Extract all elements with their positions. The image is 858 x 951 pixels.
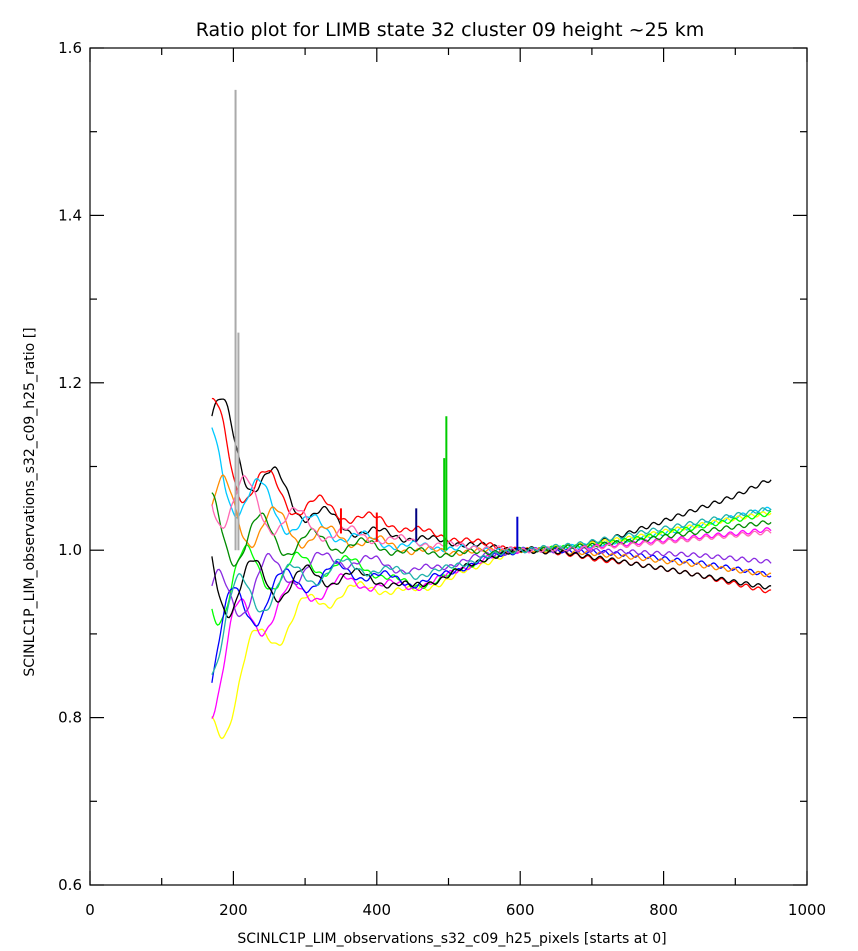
series-line	[211, 507, 772, 675]
y-tick-label: 1.6	[58, 39, 82, 57]
x-tick-label: 800	[649, 901, 678, 919]
y-tick-label: 1.0	[58, 541, 82, 559]
x-tick-label: 1000	[788, 901, 826, 919]
y-tick-label: 0.8	[58, 709, 82, 727]
series-line	[211, 474, 772, 554]
y-axis-label: SCINLC1P_LIM_observations_s32_c09_h25_ra…	[22, 327, 38, 676]
series-line	[211, 547, 772, 619]
spike-layer	[234, 89, 519, 551]
x-tick-label: 400	[362, 901, 391, 919]
y-tick-label: 1.2	[58, 374, 82, 392]
y-tick-label: 1.4	[58, 206, 82, 224]
series-line	[211, 511, 772, 740]
y-tick-label: 0.6	[58, 876, 82, 894]
x-axis-label: SCINLC1P_LIM_observations_s32_c09_h25_pi…	[237, 931, 666, 947]
chart-title: Ratio plot for LIMB state 32 cluster 09 …	[196, 19, 705, 41]
x-tick-label: 0	[85, 901, 95, 919]
series-layer	[211, 397, 772, 740]
x-tick-label: 200	[219, 901, 248, 919]
series-line	[211, 474, 772, 578]
series-line	[211, 398, 772, 553]
tick-label-layer: 0 200 400 600 800 1000 0.6 0.8 1.0 1.2 1.4 1.6	[58, 39, 826, 919]
tick-layer	[89, 47, 808, 886]
x-tick-label: 600	[506, 901, 535, 919]
series-line	[211, 492, 772, 567]
